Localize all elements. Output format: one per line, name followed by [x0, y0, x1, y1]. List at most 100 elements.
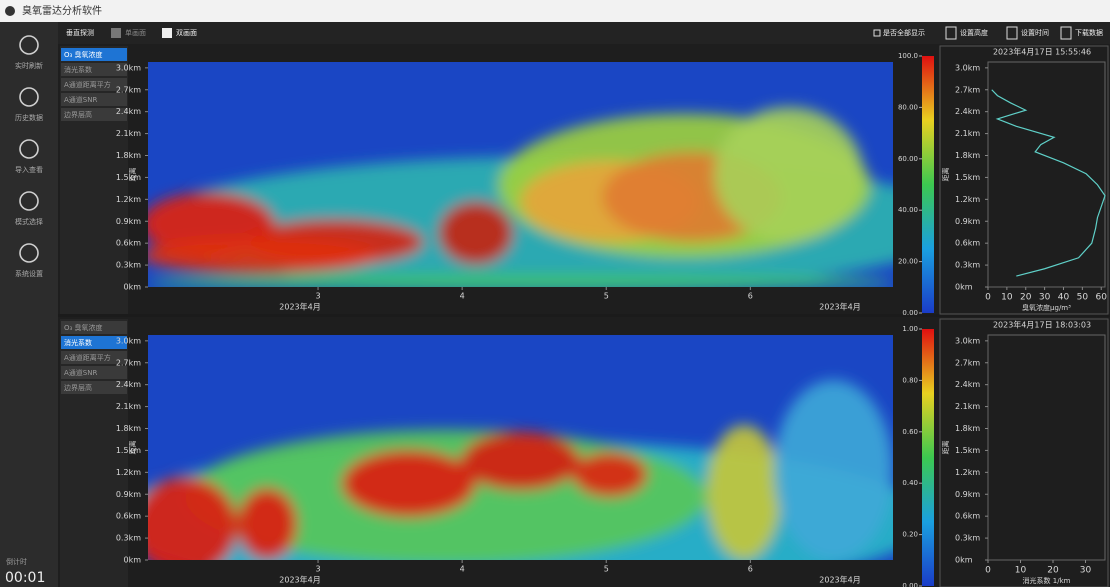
toolbar-button[interactable]: 下载数据 [1075, 28, 1103, 37]
y-tick-label: 3.0km [116, 336, 141, 345]
menu-item[interactable]: 边界层高 [64, 110, 92, 119]
menu-item[interactable]: 消光系数 [64, 65, 92, 74]
toolbar-button[interactable]: 单画面 [125, 28, 146, 37]
y-tick-label: 0km [955, 556, 973, 565]
colorbar-label: 20.00 [898, 258, 918, 266]
y-tick-label: 2.4km [955, 380, 980, 389]
y-tick-label: 0.6km [955, 239, 980, 248]
x-tick-label: 40 [1058, 293, 1070, 303]
toolbar-button[interactable]: 是否全部显示 [883, 28, 925, 37]
menu-item[interactable]: O₃ 臭氧浓度 [64, 50, 103, 59]
y-tick-label: 0km [955, 283, 973, 292]
x-tick-label: 6 [748, 565, 753, 574]
y-tick-label: 0.3km [116, 534, 141, 543]
y-tick-label: 1.8km [116, 424, 141, 433]
x-axis-label: 臭氧浓度μg/m³ [1022, 303, 1071, 312]
y-tick-label: 1.8km [955, 424, 980, 433]
x-tick-label: 10 [1015, 566, 1027, 576]
menu-item[interactable]: A通道SNR [64, 368, 97, 377]
x-tick-label: 0 [985, 566, 991, 576]
colorbar-label: 1.00 [902, 325, 918, 333]
toolbar-button[interactable]: 垂直探测 [66, 28, 94, 37]
y-tick-label: 0.9km [116, 490, 141, 499]
app-icon [5, 6, 15, 16]
y-tick-label: 2.7km [955, 358, 980, 367]
menu-item[interactable]: 消光系数 [64, 338, 92, 347]
toolbar-button[interactable]: 设置时间 [1021, 28, 1049, 37]
colorbar-label: 0.60 [902, 428, 918, 436]
colorbar-label: 0.80 [902, 376, 918, 384]
nav-label[interactable]: 系统设置 [15, 269, 43, 278]
x-tick-label: 20 [1020, 293, 1032, 303]
y-tick-label: 1.8km [955, 151, 980, 160]
heatmap [111, 335, 931, 587]
nav-label[interactable]: 模式选择 [15, 217, 43, 226]
y-tick-label: 0.9km [116, 217, 141, 226]
y-tick-label: 0.3km [955, 261, 980, 270]
y-tick-label: 3.0km [116, 63, 141, 72]
menu-item[interactable]: A通道距离平方 [64, 353, 111, 362]
toolbar-icon[interactable] [111, 28, 121, 38]
y-axis-label: 距离 [128, 168, 137, 182]
y-tick-label: 0.6km [955, 512, 980, 521]
y-tick-label: 3.0km [955, 336, 980, 345]
x-tick-label: 20 [1047, 566, 1059, 576]
app-window: 臭氧雷达分析软件 实时刷新历史数据导入查看模式选择系统设置倒计时00:01垂直探… [0, 0, 1110, 587]
y-tick-label: 1.2km [955, 468, 980, 477]
y-tick-label: 1.2km [116, 468, 141, 477]
profile-time: 2023年4月17日 18:03:03 [993, 320, 1091, 330]
y-tick-label: 1.2km [955, 195, 980, 204]
y-tick-label: 2.1km [955, 129, 980, 138]
month-label: 2023年4月 [819, 302, 860, 312]
heatmap-blob [573, 452, 648, 497]
app-title: 臭氧雷达分析软件 [22, 4, 102, 17]
toolbar-icon[interactable] [162, 28, 172, 38]
x-tick-label: 5 [604, 292, 609, 301]
menu-item[interactable]: O₃ 臭氧浓度 [64, 323, 103, 332]
y-tick-label: 0.6km [116, 512, 141, 521]
heatmap-blob [237, 488, 297, 560]
y-tick-label: 2.7km [116, 85, 141, 94]
heatmap-blob [141, 238, 379, 274]
y-tick-label: 3.0km [955, 63, 980, 72]
colorbar [922, 56, 934, 313]
y-axis-label: 距离 [941, 168, 950, 182]
y-tick-label: 0.6km [116, 239, 141, 248]
y-tick-label: 0km [123, 283, 141, 292]
colorbar-label: 0.40 [902, 479, 918, 487]
x-tick-label: 30 [1039, 293, 1051, 303]
colorbar-label: 100.0 [898, 52, 918, 60]
y-tick-label: 0.9km [955, 217, 980, 226]
y-tick-label: 1.2km [116, 195, 141, 204]
y-tick-label: 0.9km [955, 490, 980, 499]
heatmap-blob [707, 425, 782, 560]
heatmap [141, 62, 968, 292]
x-axis-label: 消光系数 1/km [1023, 576, 1071, 585]
x-tick-label: 4 [460, 292, 465, 301]
colorbar-label: 0.20 [902, 531, 918, 539]
toolbar-button[interactable]: 双画面 [176, 29, 197, 37]
x-tick-label: 50 [1077, 293, 1089, 303]
colorbar-label: 0.00 [902, 309, 918, 317]
profile-time: 2023年4月17日 15:55:46 [993, 47, 1091, 57]
y-tick-label: 1.5km [955, 446, 980, 455]
y-tick-label: 2.1km [116, 402, 141, 411]
month-label: 2023年4月 [819, 575, 860, 585]
nav-label[interactable]: 实时刷新 [15, 61, 43, 70]
y-tick-label: 2.1km [955, 402, 980, 411]
menu-item[interactable]: A通道SNR [64, 95, 97, 104]
y-tick-label: 1.5km [955, 173, 980, 182]
y-tick-label: 2.7km [955, 85, 980, 94]
x-tick-label: 60 [1095, 293, 1107, 303]
heatmap-blob [439, 202, 514, 265]
nav-label[interactable]: 导入查看 [15, 165, 43, 174]
colorbar-label: 60.00 [898, 155, 918, 163]
countdown: 00:01 [5, 570, 45, 586]
nav-label[interactable]: 历史数据 [15, 113, 43, 122]
menu-item[interactable]: 边界层高 [64, 383, 92, 392]
heatmap-blob [714, 107, 863, 242]
y-tick-label: 2.4km [116, 380, 141, 389]
menu-item[interactable]: A通道距离平方 [64, 80, 111, 89]
y-axis-label: 距离 [941, 441, 950, 455]
toolbar-button[interactable]: 设置高度 [960, 28, 988, 37]
